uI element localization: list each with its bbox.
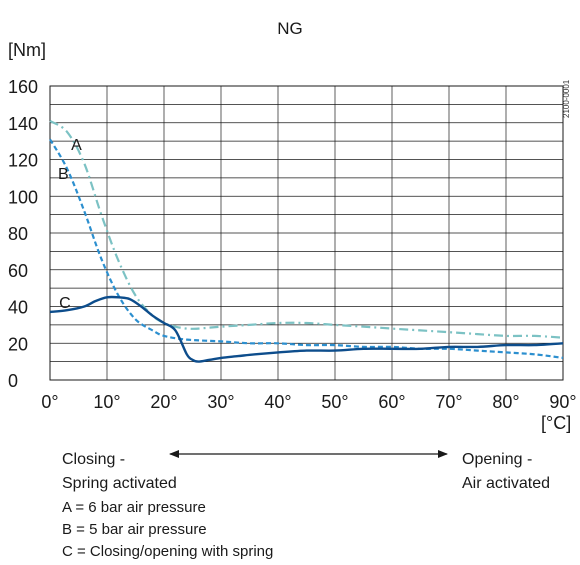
series-label-b: B [58,166,69,183]
grid [49,85,564,381]
y-axis-unit-label: [Nm] [8,40,46,60]
x-tick-label: 70° [435,392,462,412]
x-tick-label: 20° [150,392,177,412]
opening-note: Opening - Air activated [462,448,550,496]
series-label-c: C [59,295,71,312]
y-tick-label: 120 [8,151,38,171]
x-tick-label: 30° [207,392,234,412]
series-label-a: A [71,137,82,154]
series-line-b [49,138,564,359]
closing-note-line-2: Spring activated [62,475,177,492]
opening-note-line-2: Air activated [462,475,551,492]
tick-labels: 0 20 40 60 80 100 120 140 160 0° 10° 20° 30° 40° 50° 60… [8,77,577,412]
y-tick-label: 20 [8,334,28,354]
y-tick-label: 100 [8,187,38,207]
series-line-a [49,119,564,339]
plot-frame [49,85,564,381]
y-tick-label: 60 [8,261,28,281]
y-tick-label: 80 [8,224,28,244]
y-tick-label: 140 [8,114,38,134]
series-labels: AB C [58,137,82,312]
x-tick-label: 10° [93,392,120,412]
x-axis-unit-label: [°C] [541,413,572,433]
legend-entry-a: A = 6 bar air pressure [62,499,206,516]
y-tick-label: 40 [8,298,28,318]
x-tick-label: 60° [378,392,405,412]
legend: A = 6 bar air pressure B = 5 bar air pre… [62,497,273,563]
closing-note: Closing - Spring activated [62,448,177,496]
x-tick-label: 80° [492,392,519,412]
x-tick-label: 40° [264,392,291,412]
chart-title: NG [277,19,303,38]
legend-entry-b: B = 5 bar air pressure [62,521,207,538]
series-line-c [49,295,564,363]
opening-note-line-1: Opening - [462,451,533,468]
closing-note-line-1: Closing - [62,451,126,468]
x-tick-label: 0° [41,392,58,412]
y-tick-label: 0 [8,371,18,391]
series-lines [49,119,564,363]
x-tick-label: 50° [321,392,348,412]
legend-entry-c: C = Closing/opening with spring [62,543,274,560]
y-tick-label: 160 [8,77,38,97]
x-tick-label: 90° [549,392,576,412]
figure-code: 2100-0001 [562,79,571,118]
